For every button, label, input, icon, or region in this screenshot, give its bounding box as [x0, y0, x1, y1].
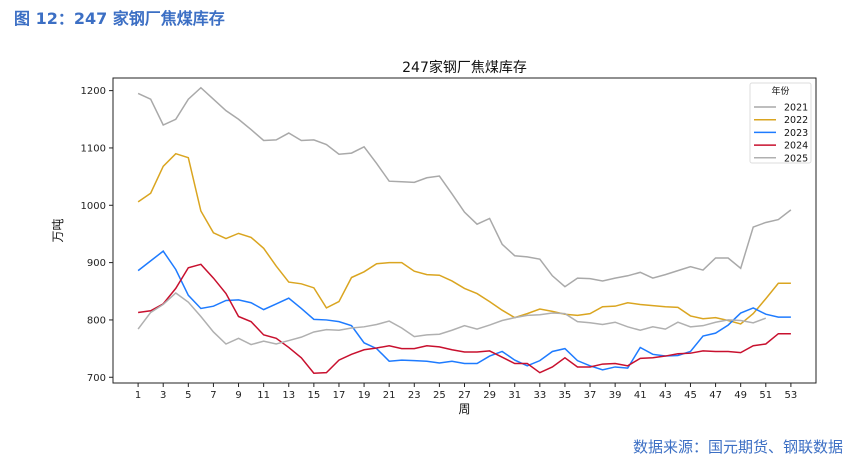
x-tick-label: 33: [533, 390, 546, 401]
x-tick-label: 7: [210, 390, 216, 401]
legend-label-2024: 2024: [784, 141, 808, 152]
x-tick-label: 43: [659, 390, 672, 401]
legend-label-2023: 2023: [784, 128, 808, 139]
x-tick-label: 15: [307, 390, 320, 401]
x-tick-label: 31: [508, 390, 521, 401]
x-tick-label: 49: [734, 390, 747, 401]
series-line-2021: [137, 86, 792, 288]
series-line-2024: [138, 263, 791, 375]
legend-box: [749, 82, 812, 164]
x-tick-label: 41: [634, 390, 647, 401]
x-tick-label: 51: [759, 390, 772, 401]
x-tick-label: 5: [185, 390, 191, 401]
legend-label-2021: 2021: [784, 103, 808, 114]
y-tick-label: 900: [87, 258, 106, 269]
x-tick-label: 39: [609, 390, 622, 401]
series-line-2025: [137, 292, 767, 346]
x-tick-label: 13: [282, 390, 295, 401]
x-tick-label: 27: [458, 390, 471, 401]
series-line-2022: [137, 152, 791, 325]
x-tick-label: 29: [483, 390, 496, 401]
x-tick-label: 37: [584, 390, 597, 401]
y-tick-label: 800: [87, 315, 106, 326]
x-tick-label: 25: [433, 390, 446, 401]
x-tick-label: 21: [383, 390, 396, 401]
y-tick-label: 1200: [81, 86, 106, 97]
y-tick-label: 1100: [81, 143, 106, 154]
data-source: 数据来源：国元期货、钢联数据: [632, 438, 843, 456]
x-tick-label: 17: [333, 390, 346, 401]
legend-label-2022: 2022: [784, 115, 808, 126]
legend-label-2025: 2025: [784, 153, 808, 164]
x-axis-label: 周: [458, 402, 470, 416]
x-tick-label: 45: [684, 390, 697, 401]
x-tick-label: 19: [358, 390, 371, 401]
x-tick-label: 11: [257, 390, 270, 401]
y-tick-label: 700: [87, 373, 106, 384]
y-tick-label: 1000: [81, 201, 106, 212]
x-tick-label: 47: [709, 390, 722, 401]
x-tick-label: 53: [785, 390, 798, 401]
y-axis-label: 万吨: [51, 218, 65, 242]
x-tick-label: 3: [160, 390, 166, 401]
figure-title: 图 12：247 家钢厂焦煤库存: [14, 9, 225, 28]
legend-title: 年份: [771, 85, 789, 97]
x-tick-label: 35: [559, 390, 572, 401]
x-tick-label: 1: [135, 390, 141, 401]
x-tick-label: 9: [235, 390, 241, 401]
chart-title: 247家钢厂焦煤库存: [402, 59, 527, 76]
x-tick-label: 23: [408, 390, 421, 401]
